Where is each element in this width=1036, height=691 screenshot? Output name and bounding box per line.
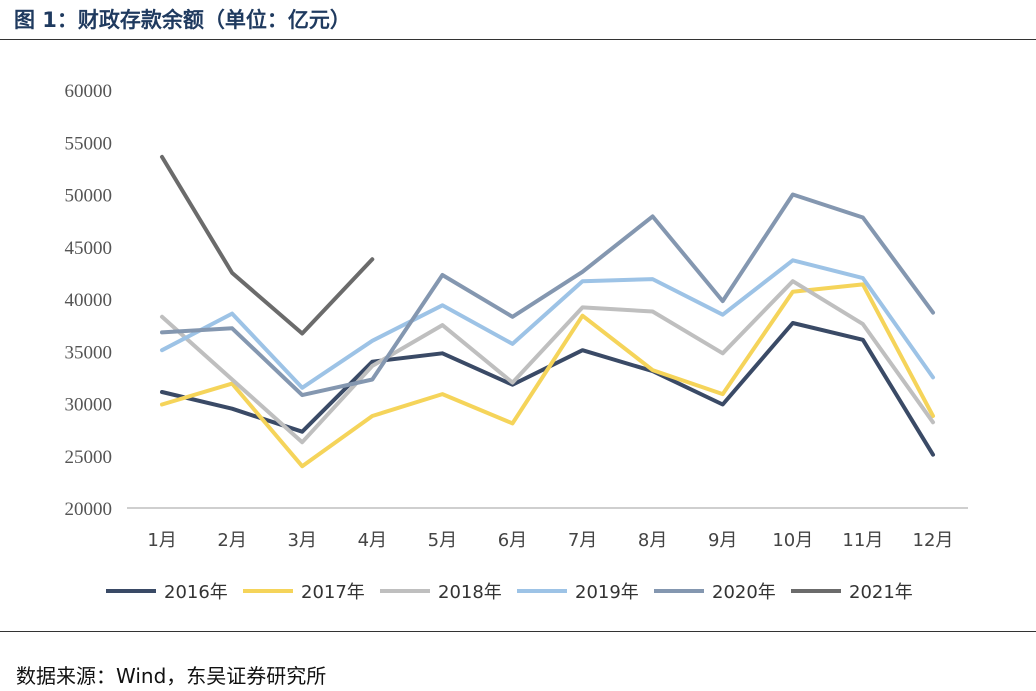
x-tick-label: 2月 <box>217 530 246 551</box>
y-tick-label: 30000 <box>65 395 113 416</box>
x-tick-label: 10月 <box>772 530 813 551</box>
series-line-2020年 <box>160 192 935 398</box>
y-tick-label: 50000 <box>65 186 113 207</box>
x-tick-label: 5月 <box>428 530 457 551</box>
legend-label: 2017年 <box>301 582 365 603</box>
x-tick-label: 7月 <box>568 530 597 551</box>
legend-label: 2016年 <box>164 582 228 603</box>
x-tick-label: 12月 <box>913 530 954 551</box>
y-tick-label: 35000 <box>65 342 113 363</box>
x-tick-label: 3月 <box>287 530 316 551</box>
bottom-divider <box>0 631 1036 632</box>
y-tick-label: 40000 <box>65 290 113 311</box>
legend: 2016年 2017年 2018年 2019年 2020年 2021年 <box>106 582 913 603</box>
series-line-2018年 <box>160 279 935 445</box>
source-note: 数据来源：Wind，东吴证券研究所 <box>16 664 327 688</box>
legend-label: 2020年 <box>712 582 776 603</box>
x-tick-label: 11月 <box>842 530 883 551</box>
legend-label: 2019年 <box>575 582 639 603</box>
x-tick-label: 4月 <box>358 530 387 551</box>
series-line-2019年 <box>160 258 935 390</box>
legend-label: 2018年 <box>438 582 502 603</box>
top-divider <box>0 39 1036 40</box>
y-tick-label: 45000 <box>65 238 113 259</box>
x-tick-label: 6月 <box>498 530 527 551</box>
legend-label: 2021年 <box>849 582 913 603</box>
x-tick-label: 9月 <box>708 530 737 551</box>
y-tick-label: 20000 <box>65 499 113 520</box>
x-axis: 1月 2月 3月 4月 5月 6月 7月 8月 9月 10月 11月 12月 <box>127 507 968 551</box>
series-lines <box>160 154 935 469</box>
y-tick-label: 55000 <box>65 133 113 154</box>
y-tick-label: 60000 <box>65 81 113 102</box>
x-tick-label: 1月 <box>147 530 176 551</box>
y-axis: 20000 25000 30000 35000 40000 45000 50000 55000… <box>65 81 113 520</box>
page-title: 图 1：财政存款余额（单位：亿元） <box>14 8 351 32</box>
x-tick-label: 8月 <box>638 530 667 551</box>
y-tick-label: 25000 <box>65 447 113 468</box>
series-line-2021年 <box>160 154 375 336</box>
line-chart: 20000 25000 30000 35000 40000 45000 50000 55000… <box>65 81 968 603</box>
